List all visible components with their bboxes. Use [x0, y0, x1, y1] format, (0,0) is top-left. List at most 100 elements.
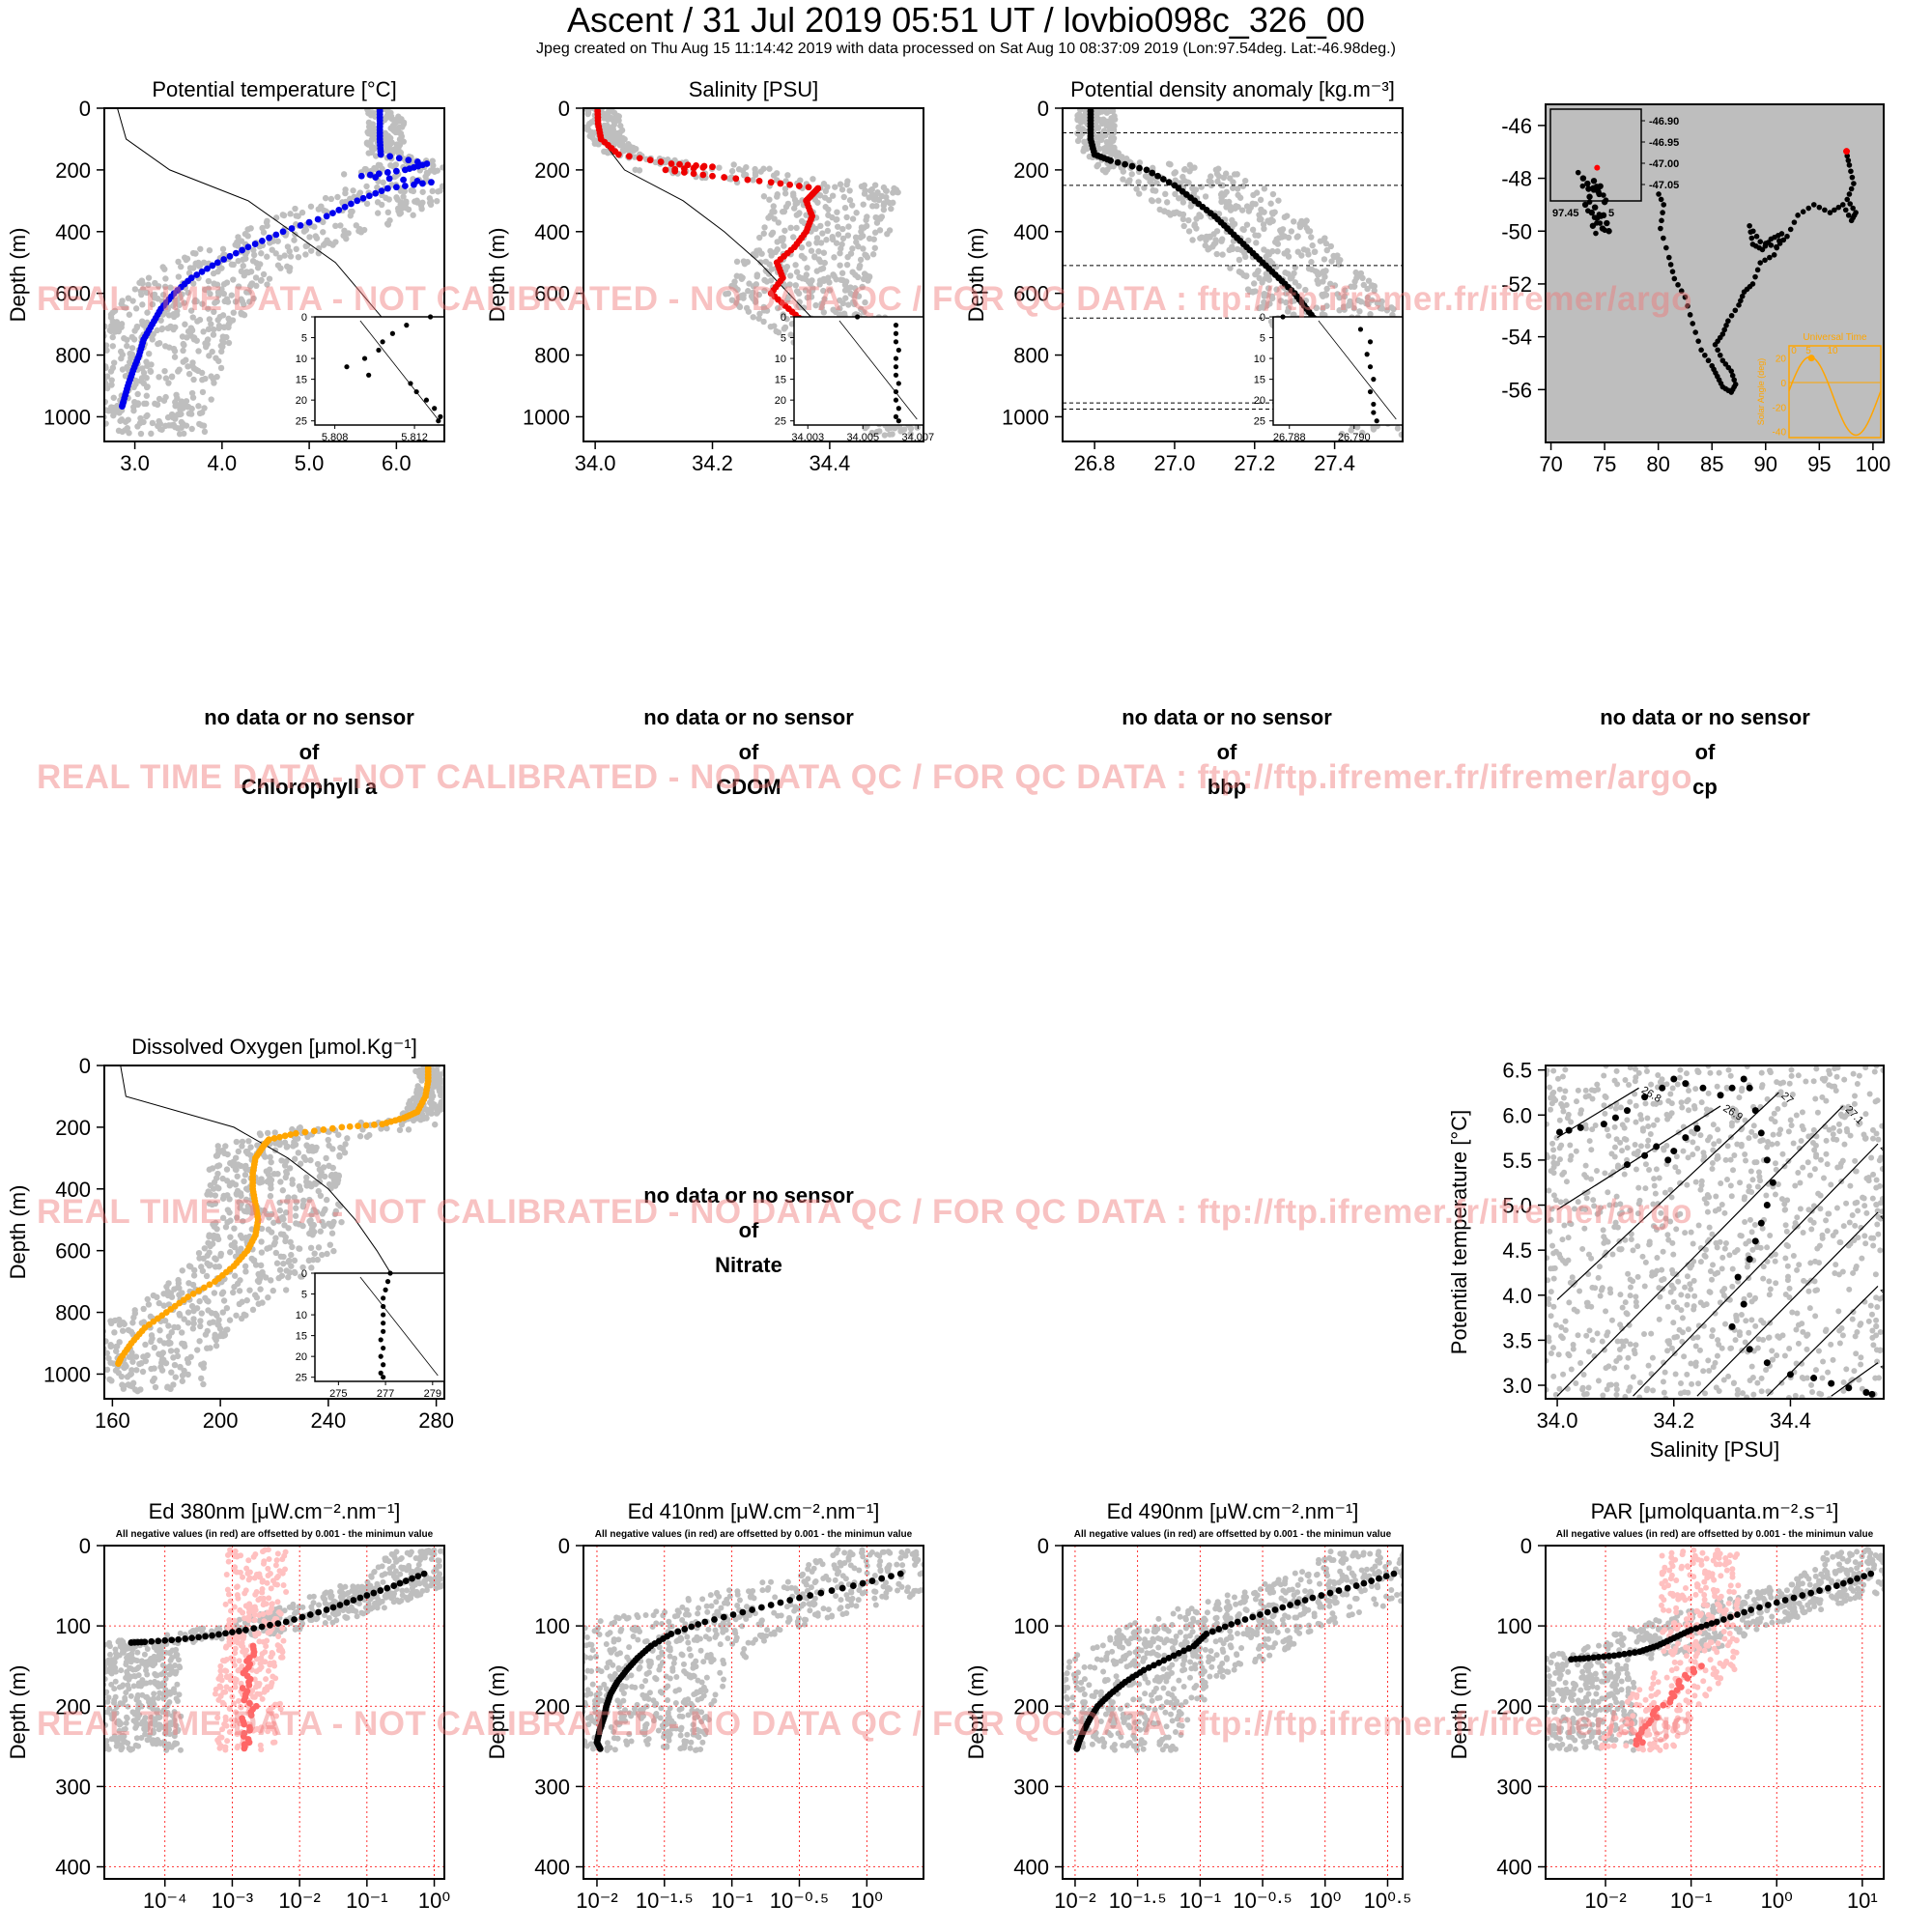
cloud-point [733, 272, 740, 279]
cloud-point [760, 193, 768, 200]
cloud-point [220, 1192, 227, 1200]
cloud-point [1622, 1077, 1629, 1084]
cloud-point [205, 326, 213, 333]
inset-map-y-label: -46.90 [1649, 116, 1679, 128]
cloud-point [802, 275, 810, 283]
cloud-point [450, 194, 456, 200]
profile-point [379, 1121, 386, 1128]
track-point [1721, 327, 1727, 333]
cloud-point [143, 400, 150, 408]
cloud-point [1253, 240, 1260, 246]
cloud-point [143, 392, 151, 399]
cloud-point [1431, 366, 1436, 372]
cloud-point [293, 1198, 300, 1206]
cloud-point [1872, 1271, 1879, 1278]
cloud-point [1702, 1390, 1709, 1397]
cloud-point [967, 424, 973, 430]
cloud-point [1648, 1330, 1655, 1337]
cloud-point [1245, 237, 1252, 244]
cloud-point [1627, 1208, 1634, 1214]
cloud-point [1242, 253, 1249, 261]
cloud-point [1435, 393, 1440, 399]
cloud-point [231, 1243, 239, 1251]
cloud-point [125, 416, 131, 423]
cloud-point [1218, 194, 1225, 202]
cloud-point [1799, 1122, 1805, 1129]
cloud-point [244, 269, 252, 276]
cloud-point [880, 206, 888, 213]
cloud-point [1796, 1262, 1803, 1268]
cloud-point [1755, 1169, 1762, 1176]
cloud-point [448, 1070, 454, 1076]
inset-y-label: 10 [296, 1310, 307, 1321]
cloud-point [202, 375, 209, 383]
cloud-point [178, 418, 185, 426]
cloud-point [327, 1223, 335, 1230]
cloud-point [631, 154, 639, 160]
cloud-point [750, 314, 756, 321]
cloud-point [104, 1350, 111, 1356]
cloud-point [1645, 1137, 1652, 1144]
cloud-point [1350, 283, 1358, 290]
cloud-point [1435, 402, 1440, 408]
cloud-point [195, 1249, 203, 1257]
cloud-point [1648, 1081, 1655, 1088]
cloud-point [1454, 420, 1460, 426]
cloud-point [1149, 197, 1156, 205]
y-tick-label: 200 [55, 158, 91, 183]
cloud-point [976, 417, 981, 423]
cloud-point [1437, 372, 1443, 378]
inset-map-point [1601, 192, 1606, 198]
cloud-point [1556, 1117, 1563, 1123]
profile-point [1122, 160, 1129, 168]
cloud-point [1419, 378, 1425, 384]
cloud-point [591, 140, 599, 147]
cloud-point [781, 208, 788, 215]
cloud-point [1327, 242, 1335, 250]
x-tick-label: 280 [418, 1408, 454, 1433]
cloud-point [217, 342, 225, 350]
cloud-point [206, 246, 213, 254]
cloud-point [208, 396, 214, 403]
cloud-point [1738, 1233, 1745, 1239]
cloud-point [156, 1350, 162, 1357]
cloud-point [942, 396, 948, 402]
inset-point [854, 314, 861, 320]
cloud-point [893, 186, 900, 193]
cloud-point [210, 326, 217, 333]
cloud-point [273, 1260, 281, 1266]
cloud-point [104, 1338, 109, 1345]
sun-y-axis-label: Solar Angle (deg) [1756, 358, 1766, 426]
cloud-point [94, 1337, 99, 1343]
cloud-point [1144, 174, 1151, 181]
cloud-point [326, 240, 333, 247]
profile-point [198, 268, 206, 275]
cloud-point [126, 311, 133, 318]
cloud-point [1163, 199, 1171, 206]
cloud-point [1278, 234, 1286, 241]
cloud-point [218, 348, 225, 355]
cloud-point [1103, 109, 1111, 116]
cloud-point [419, 199, 426, 206]
cloud-point [1225, 198, 1233, 206]
inset-map-frame [1549, 108, 1642, 202]
y-tick-label: 1000 [1002, 405, 1049, 429]
cloud-point [95, 1334, 100, 1340]
cloud-point [1696, 1347, 1703, 1353]
cloud-point [144, 362, 151, 369]
cloud-point [330, 1247, 337, 1255]
cloud-point [219, 1309, 226, 1316]
cloud-point [1786, 1285, 1793, 1292]
cloud-point [802, 287, 810, 294]
track-point [1844, 196, 1851, 203]
inset-x-label: 26.790 [1338, 432, 1371, 443]
profile-point [276, 1133, 283, 1141]
cloud-point [327, 1241, 333, 1248]
cloud-point [1417, 348, 1423, 354]
track-point [1725, 318, 1731, 325]
cloud-point [941, 384, 947, 389]
cloud-point [319, 1251, 326, 1259]
cloud-point [247, 225, 254, 232]
cloud-point [1264, 285, 1272, 292]
cloud-point [1238, 207, 1246, 213]
